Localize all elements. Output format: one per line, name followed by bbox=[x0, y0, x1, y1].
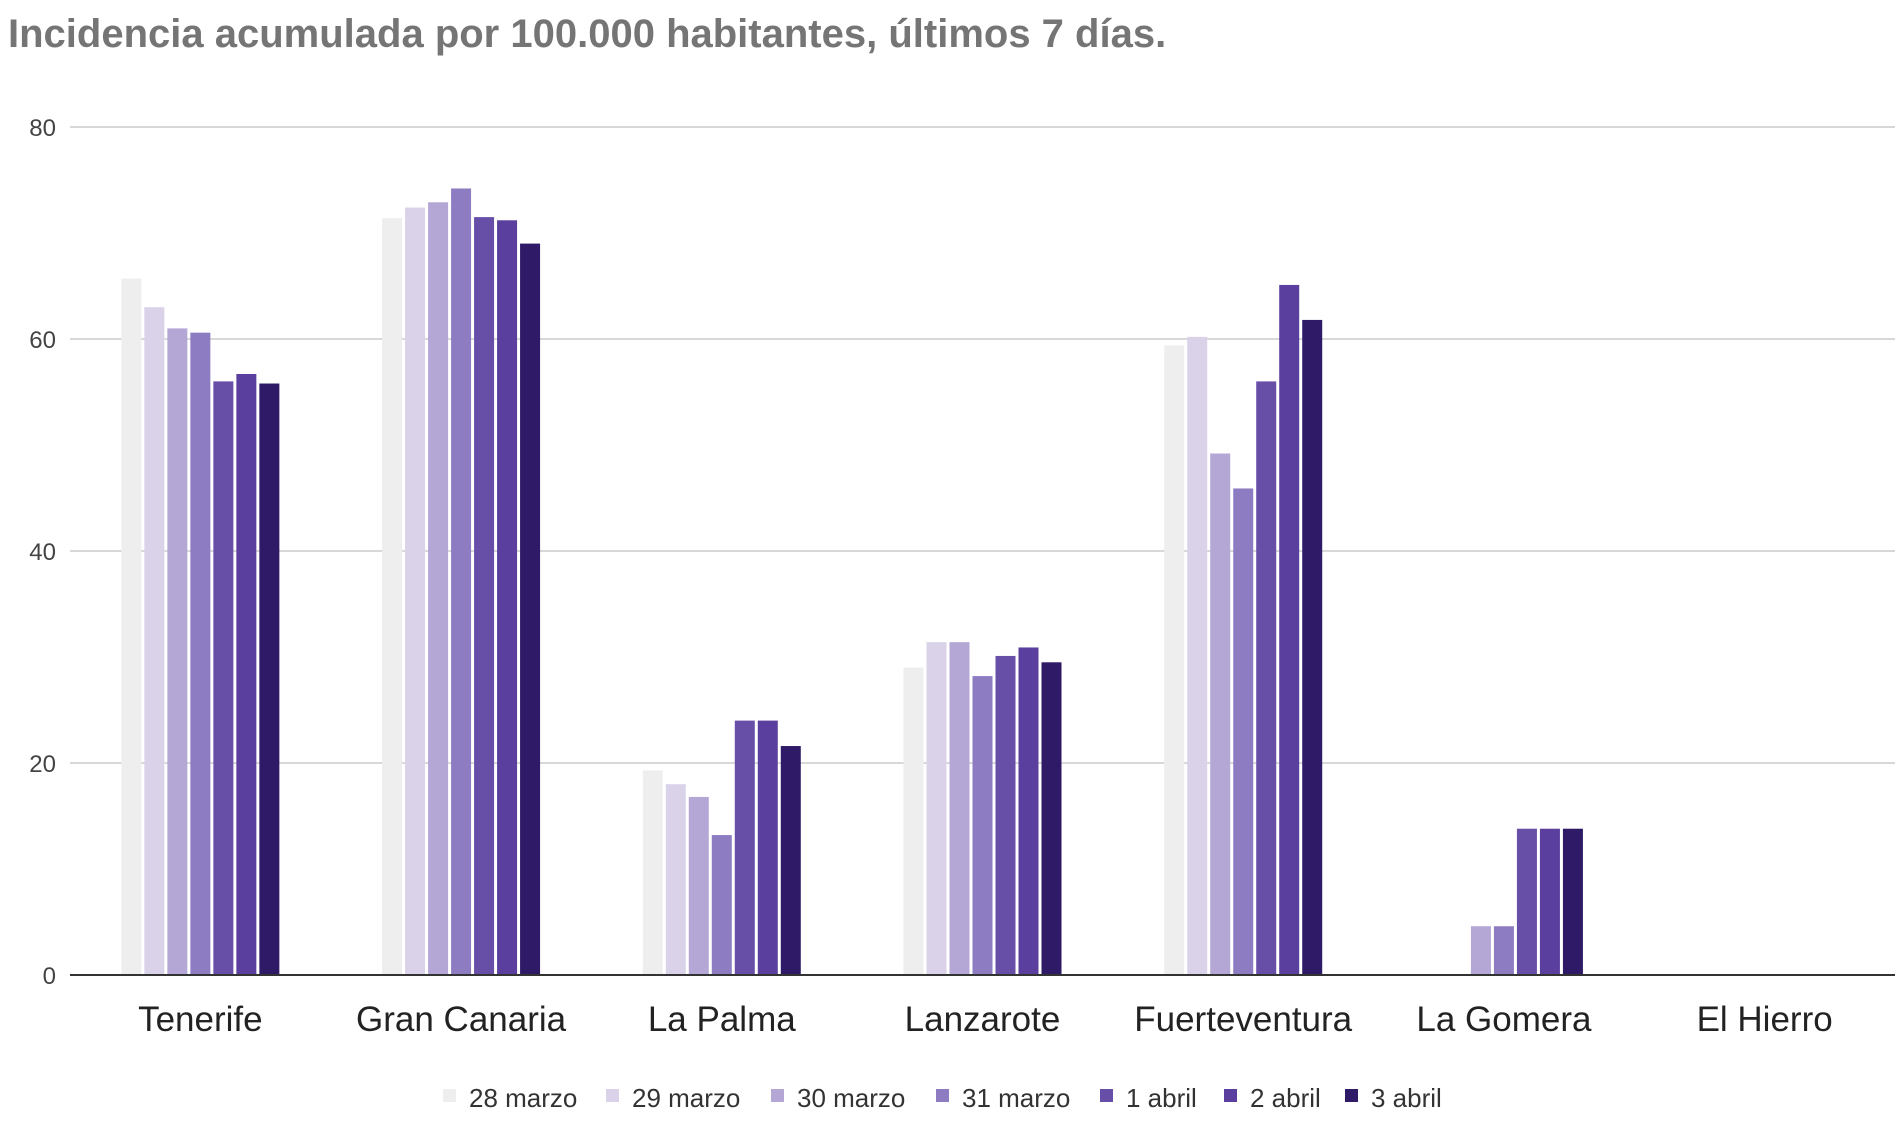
bar bbox=[1302, 319, 1323, 975]
bar bbox=[497, 220, 518, 975]
legend-label: 1 abril bbox=[1126, 1083, 1197, 1113]
bar bbox=[1256, 381, 1277, 975]
y-tick-label: 80 bbox=[29, 115, 56, 142]
y-tick-label: 0 bbox=[43, 963, 56, 990]
bar bbox=[1210, 453, 1231, 976]
bars-layer bbox=[121, 188, 1583, 976]
legend-swatch bbox=[771, 1089, 784, 1102]
bar bbox=[428, 202, 449, 975]
bar bbox=[167, 328, 188, 975]
bar bbox=[1187, 336, 1208, 975]
bar bbox=[972, 676, 993, 975]
bar bbox=[382, 218, 403, 975]
bar bbox=[474, 217, 495, 976]
bar bbox=[780, 746, 801, 975]
x-category-label: La Palma bbox=[648, 1000, 796, 1039]
bar bbox=[642, 770, 663, 975]
x-category-label: La Gomera bbox=[1416, 1000, 1592, 1039]
bar bbox=[949, 642, 970, 975]
y-tick-label: 60 bbox=[29, 327, 56, 354]
legend-swatch bbox=[443, 1089, 456, 1102]
legend-label: 3 abril bbox=[1371, 1083, 1442, 1113]
bar bbox=[1018, 647, 1039, 975]
bar bbox=[903, 667, 924, 975]
legend-swatch bbox=[936, 1089, 949, 1102]
category-labels: Tenerife Gran Canaria La Palma Lanzarote Fue… bbox=[138, 1000, 1833, 1039]
legend-swatch bbox=[606, 1089, 619, 1102]
x-category-label: Tenerife bbox=[138, 1000, 263, 1039]
bar bbox=[1470, 926, 1491, 975]
legend-swatch bbox=[1100, 1089, 1113, 1102]
legend-label: 28 marzo bbox=[469, 1083, 577, 1113]
bar bbox=[665, 784, 686, 975]
x-category-label: Fuerteventura bbox=[1134, 1000, 1352, 1039]
bar bbox=[757, 720, 778, 975]
bar bbox=[734, 720, 755, 975]
x-category-label: Lanzarote bbox=[905, 1000, 1061, 1039]
y-tick-label: 20 bbox=[29, 751, 56, 778]
bar bbox=[520, 243, 541, 976]
legend-swatch bbox=[1224, 1089, 1237, 1102]
x-category-label: El Hierro bbox=[1697, 1000, 1833, 1039]
bar bbox=[688, 796, 709, 975]
legend-swatch bbox=[1345, 1089, 1358, 1102]
legend-label: 2 abril bbox=[1250, 1083, 1321, 1113]
grid-layer bbox=[70, 126, 1895, 764]
bar bbox=[190, 332, 211, 975]
bar bbox=[259, 383, 280, 975]
chart-title: Incidencia acumulada por 100.000 habitan… bbox=[8, 12, 1167, 56]
bar bbox=[1164, 345, 1185, 975]
legend-label: 29 marzo bbox=[632, 1083, 740, 1113]
bar bbox=[121, 278, 142, 976]
bar bbox=[926, 642, 947, 975]
bar bbox=[1539, 828, 1560, 975]
bar bbox=[995, 655, 1016, 975]
bar bbox=[405, 207, 426, 975]
bar bbox=[1516, 828, 1537, 975]
legend-label: 30 marzo bbox=[797, 1083, 905, 1113]
bar bbox=[1041, 662, 1062, 975]
bar bbox=[1493, 926, 1514, 975]
bar bbox=[144, 307, 165, 975]
y-tick-labels: 0 20 40 60 80 bbox=[29, 115, 56, 990]
bar bbox=[236, 373, 257, 976]
legend: 28 marzo 29 marzo 30 marzo 31 marzo 1 abril 2… bbox=[443, 1083, 1442, 1113]
bar bbox=[1562, 828, 1583, 975]
legend-label: 31 marzo bbox=[962, 1083, 1070, 1113]
bar bbox=[711, 835, 732, 975]
bar bbox=[1233, 488, 1254, 975]
y-tick-label: 40 bbox=[29, 539, 56, 566]
bar bbox=[1279, 284, 1300, 975]
bar bbox=[213, 381, 234, 975]
bar bbox=[451, 188, 472, 976]
x-category-label: Gran Canaria bbox=[356, 1000, 567, 1039]
